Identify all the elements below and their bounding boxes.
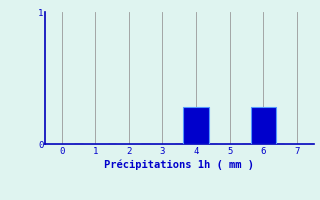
Bar — [183, 107, 209, 144]
Bar — [251, 107, 276, 144]
X-axis label: Précipitations 1h ( mm ): Précipitations 1h ( mm ) — [104, 160, 254, 170]
